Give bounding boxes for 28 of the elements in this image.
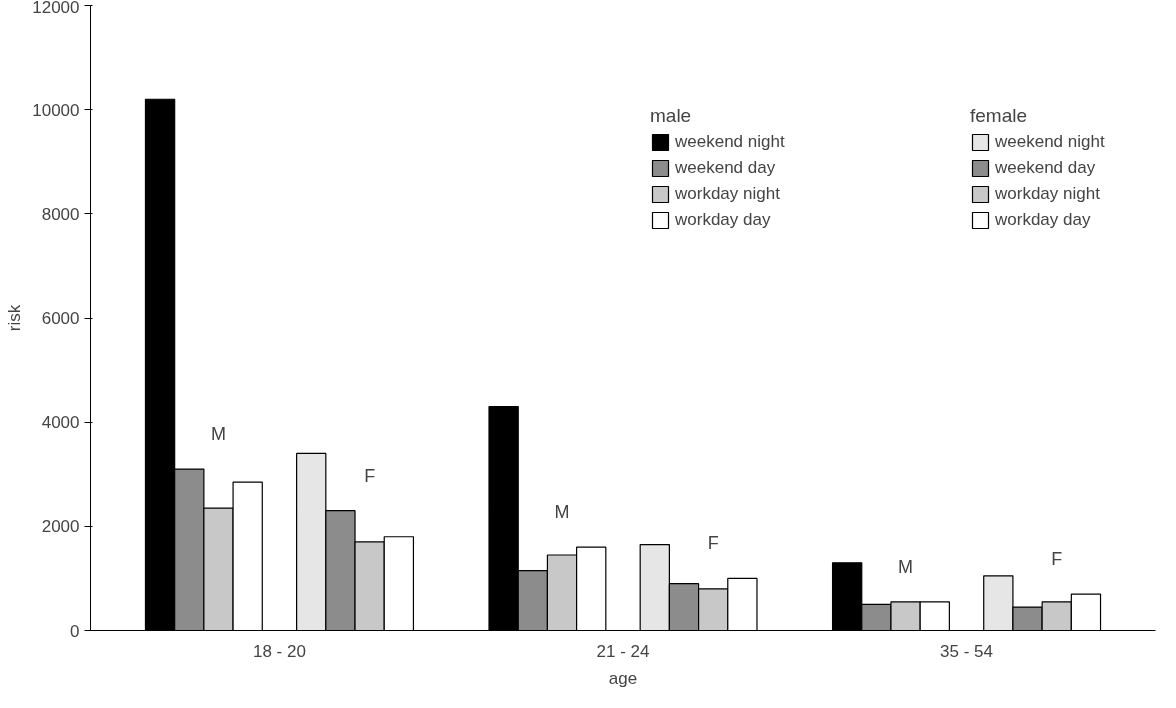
y-tick-label: 10000: [32, 100, 80, 120]
x-tick-label: 35 - 54: [940, 641, 994, 661]
legend-label: weekend night: [675, 132, 785, 152]
annotation: F: [1051, 549, 1063, 570]
text: male: [650, 105, 692, 126]
annotation: M: [210, 424, 226, 445]
text: female: [970, 105, 1028, 126]
legend-label: workday day: [995, 210, 1091, 230]
x-tick-label: 18 - 20: [252, 641, 306, 661]
y-tick-label: 2000: [41, 517, 80, 537]
y-tick-label: 4000: [41, 413, 80, 433]
y-tick-label: 8000: [41, 204, 80, 224]
annotation: M: [898, 556, 914, 577]
legend-label: workday night: [675, 184, 780, 204]
legend-label: weekend day: [675, 158, 776, 178]
legend-label: workday day: [675, 210, 771, 230]
y-tick-label: 6000: [41, 309, 80, 328]
legend-label: weekend night: [995, 132, 1105, 152]
y-axis-title: risk: [5, 304, 25, 332]
legend-label: workday night: [995, 184, 1100, 204]
y-tick-label: 12000: [32, 0, 80, 17]
legend-label: weekend day: [995, 158, 1096, 178]
x-tick-label: 21 - 24: [596, 641, 650, 661]
y-tick-label: 0: [70, 621, 80, 641]
annotation: F: [364, 465, 376, 486]
x-axis-title: age: [608, 668, 638, 688]
annotation: M: [554, 502, 570, 523]
annotation: F: [707, 533, 719, 554]
